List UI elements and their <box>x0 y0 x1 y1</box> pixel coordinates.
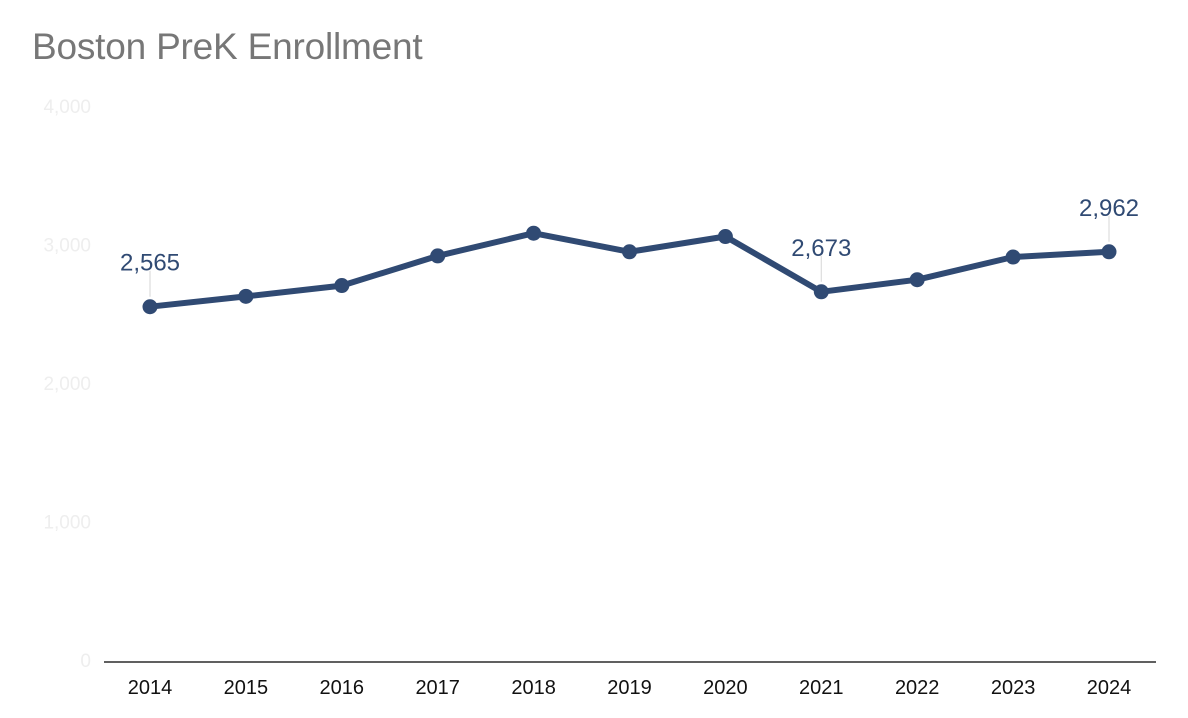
data-point <box>430 248 446 264</box>
y-tick-label: 4,000 <box>43 97 91 118</box>
y-tick-label: 2,000 <box>43 374 91 395</box>
y-axis-ticks: 0 1,000 2,000 3,000 4,000 <box>43 97 91 672</box>
data-point <box>1101 244 1117 260</box>
x-tick-label: 2018 <box>511 677 556 699</box>
data-labels: 2,565 2,673 2,962 <box>120 195 1139 277</box>
data-point <box>142 299 158 315</box>
x-tick-label: 2016 <box>320 677 365 699</box>
data-point <box>238 288 254 304</box>
data-label: 2,962 <box>1079 195 1139 222</box>
data-point <box>1005 249 1021 265</box>
data-label-leaders <box>149 215 1110 297</box>
data-point <box>526 225 542 241</box>
data-point <box>334 278 350 294</box>
chart-title: Boston PreK Enrollment <box>32 26 423 67</box>
y-tick-label: 0 <box>80 651 91 672</box>
x-tick-label: 2015 <box>224 677 269 699</box>
data-point <box>909 272 925 288</box>
data-label: 2,673 <box>791 235 851 262</box>
x-tick-label: 2022 <box>895 677 940 699</box>
y-tick-label: 1,000 <box>43 513 91 534</box>
x-axis-ticks: 2014 2015 2016 2017 2018 2019 2020 2021 2022 2023… <box>128 677 1132 699</box>
y-tick-label: 3,000 <box>43 236 91 257</box>
x-tick-label: 2023 <box>991 677 1036 699</box>
series-line <box>147 230 1112 310</box>
data-point <box>622 244 637 260</box>
x-tick-label: 2021 <box>799 677 844 699</box>
x-tick-label: 2024 <box>1087 677 1132 699</box>
x-tick-label: 2017 <box>415 677 460 699</box>
series-points <box>142 225 1117 315</box>
x-tick-label: 2014 <box>128 677 173 699</box>
data-point <box>717 229 733 245</box>
x-tick-label: 2019 <box>607 677 652 699</box>
data-point <box>813 284 829 300</box>
x-tick-label: 2020 <box>703 677 748 699</box>
data-label: 2,565 <box>120 250 180 277</box>
